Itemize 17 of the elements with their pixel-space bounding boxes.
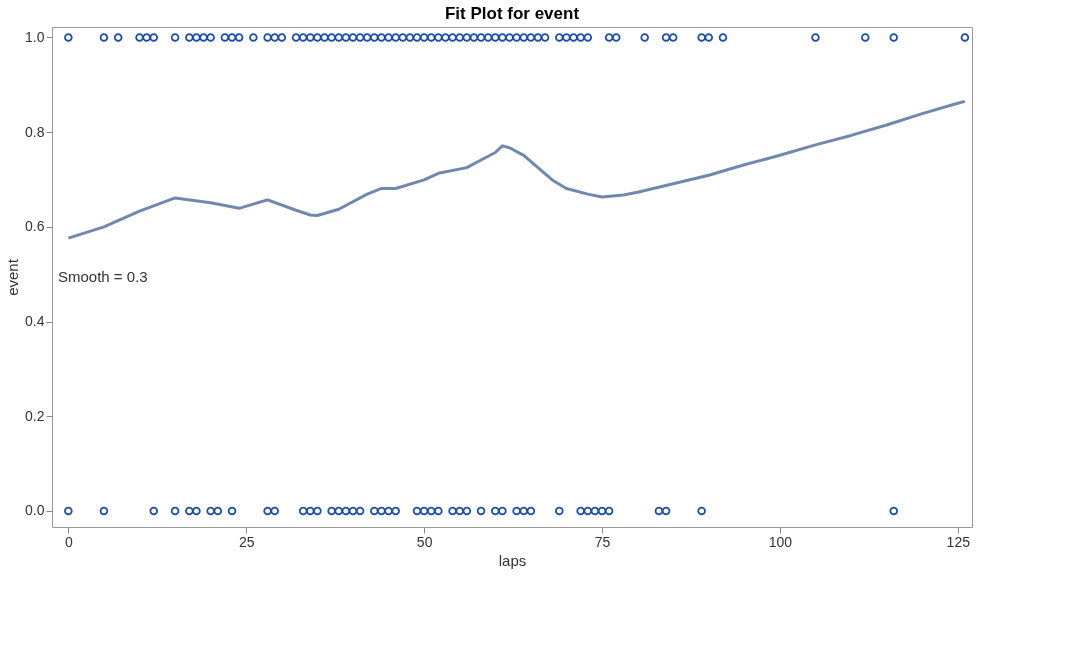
y-tick-label: 0.0	[25, 502, 45, 519]
y-axis-title: event	[4, 258, 22, 296]
x-tick-label: 25	[238, 533, 255, 550]
x-tick-label: 100	[768, 533, 793, 550]
x-tick-label: 75	[594, 533, 611, 550]
y-tick-label: 0.2	[25, 407, 45, 424]
annotation: Smooth = 0.3	[58, 268, 148, 285]
x-tick-label: 50	[416, 533, 433, 550]
chart-title: Fit Plot for event	[444, 4, 580, 23]
y-tick-label: 0.8	[25, 123, 45, 140]
x-axis-title: laps	[498, 551, 527, 569]
line-series	[66, 99, 967, 240]
x-tick-label: 0	[64, 533, 73, 550]
x-tick-label: 125	[946, 533, 971, 550]
y-tick-label: 1.0	[25, 28, 45, 45]
y-tick-label: 0.6	[25, 218, 45, 235]
y-tick-label: 0.4	[25, 313, 45, 330]
